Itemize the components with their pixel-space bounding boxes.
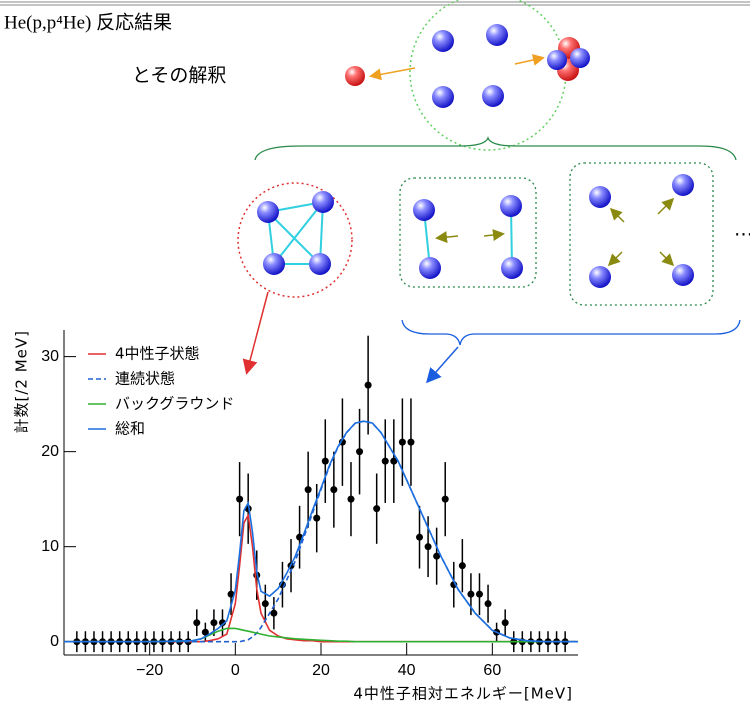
neutrons	[413, 195, 523, 279]
ellipsis: …	[734, 219, 750, 241]
legend-label: バックグラウンド	[115, 395, 234, 413]
data-point	[365, 382, 372, 389]
arrow	[372, 68, 415, 76]
data-point	[270, 610, 277, 617]
x-tick-label: 60	[483, 662, 501, 679]
diagram: …	[238, 0, 750, 381]
y-tick-label: 20	[41, 443, 59, 460]
data-point	[467, 591, 474, 598]
brace	[255, 138, 736, 160]
y-tick-label: 0	[50, 633, 59, 650]
arrow	[428, 347, 458, 381]
brace	[402, 320, 740, 345]
data-point	[459, 562, 466, 569]
data-point	[442, 496, 449, 503]
curve	[64, 628, 578, 641]
data-point	[425, 543, 432, 550]
data-point	[322, 458, 329, 465]
alpha	[547, 37, 590, 81]
data-point	[416, 534, 423, 541]
arrow	[438, 236, 458, 238]
x-tick-label: 40	[398, 662, 416, 679]
curve	[64, 421, 578, 642]
data-point	[502, 619, 509, 626]
legend-label: 連続状態	[115, 370, 175, 388]
arrow	[658, 200, 672, 214]
curve	[64, 515, 578, 641]
data-point	[210, 619, 217, 626]
plot: 0 10 20 30 −20 0 20 40 60 4中性子相対エネルギー[MeV] 計数[/2 M…	[13, 330, 579, 703]
data-point	[356, 448, 363, 455]
page: He(p,p⁴He) 反応結果 とその解釈	[0, 0, 750, 704]
x-tick-label: 20	[312, 662, 330, 679]
neutrons	[589, 174, 694, 288]
curve	[64, 421, 578, 642]
data-point	[262, 600, 269, 607]
data-point	[399, 439, 406, 446]
header-line1: He(p,p⁴He) 反応結果	[4, 11, 172, 33]
data-point	[476, 591, 483, 598]
legend-label: 4中性子状態	[115, 345, 200, 363]
legend-label: 総和	[115, 420, 145, 438]
bonds	[424, 206, 512, 268]
data-point	[236, 496, 243, 503]
nucleus-ring	[410, 0, 566, 150]
y-tick-label: 30	[41, 348, 59, 365]
y-tick-label: 10	[41, 538, 59, 555]
arrow	[612, 210, 624, 222]
header-line2: とその解釈	[132, 65, 226, 87]
y-axis-label: 計数[/2 MeV]	[13, 330, 31, 434]
data-point	[485, 600, 492, 607]
data-point	[330, 486, 337, 493]
data-point	[305, 486, 312, 493]
data-point	[407, 439, 414, 446]
data-point	[373, 505, 380, 512]
arrow	[484, 234, 502, 236]
proton	[345, 66, 365, 86]
x-axis-label: 4中性子相対エネルギー[MeV]	[353, 685, 573, 703]
x-tick-label: −20	[136, 662, 163, 679]
arrow	[660, 252, 672, 264]
neutrons	[432, 24, 508, 108]
data-point	[313, 515, 320, 522]
x-tick-label: 0	[231, 662, 240, 679]
arrow	[610, 252, 622, 264]
arrow	[247, 292, 268, 372]
data-point	[347, 496, 354, 503]
data-point	[382, 458, 389, 465]
data-point	[193, 619, 200, 626]
arrow	[515, 58, 542, 64]
